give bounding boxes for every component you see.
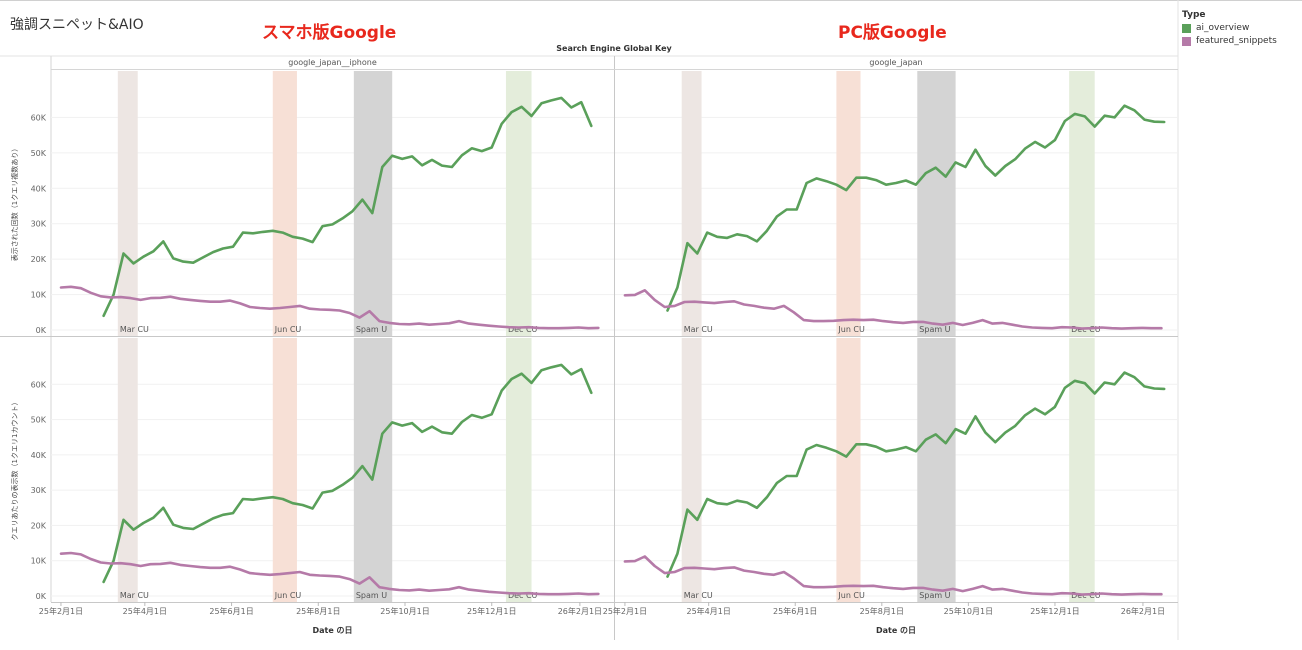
- update-band: [1069, 338, 1095, 602]
- band-label: Spam U: [356, 325, 387, 334]
- band-label: Jun CU: [274, 325, 302, 334]
- band-label: Dec CU: [508, 591, 538, 600]
- x-tick-label: 25年10月1日: [944, 606, 993, 616]
- series-line-featured-snippets: [623, 288, 1163, 330]
- band-label: Spam U: [919, 325, 950, 334]
- y-tick-label: 20K: [31, 521, 47, 530]
- column-label: google_japan: [869, 58, 922, 67]
- x-tick-label: 26年2月1日: [1121, 606, 1165, 616]
- update-band: [917, 71, 956, 336]
- legend-swatch-featured-snippets: [1182, 36, 1191, 46]
- y-tick-label: 50K: [31, 149, 47, 158]
- band-label: Jun CU: [837, 325, 865, 334]
- y-tick-label: 60K: [31, 113, 47, 122]
- series-line-featured-snippets: [59, 551, 600, 596]
- band-label: Spam U: [919, 591, 950, 600]
- series-line-ai-overview: [102, 96, 593, 318]
- y-tick-label: 0K: [36, 592, 47, 601]
- x-tick-label: 25年6月1日: [773, 606, 817, 616]
- column-label: google_japan__iphone: [288, 58, 377, 67]
- legend-item-featured-snippets[interactable]: featured_snippets: [1182, 36, 1277, 46]
- x-tick-label: 25年6月1日: [209, 606, 253, 616]
- x-tick-label: 25年12月1日: [467, 606, 516, 616]
- update-band: [836, 71, 861, 336]
- y-tick-label: 10K: [31, 291, 47, 300]
- x-tick-label: 25年8月1日: [860, 606, 904, 616]
- pc-annotation: PC版Google: [838, 23, 947, 43]
- band-label: Jun CU: [837, 591, 865, 600]
- y-tick-label: 0K: [36, 326, 47, 335]
- band-label: Spam U: [356, 591, 387, 600]
- y-tick-label: 40K: [31, 184, 47, 193]
- update-band: [1069, 71, 1095, 336]
- update-band: [272, 71, 297, 336]
- legend-label: ai_overview: [1196, 23, 1250, 33]
- legend-item-ai-overview[interactable]: ai_overview: [1182, 23, 1277, 33]
- band-label: Jun CU: [274, 591, 302, 600]
- row-axis-title: 表示された回数（1クエリ複数あり）: [10, 145, 19, 261]
- mobile-annotation: スマホ版Google: [262, 23, 397, 43]
- top-border: [0, 0, 1302, 1]
- update-band: [917, 338, 956, 602]
- series-line-featured-snippets: [59, 285, 600, 330]
- band-label: Dec CU: [508, 325, 538, 334]
- update-band: [681, 338, 702, 602]
- x-tick-label: 26年2月1日: [558, 606, 602, 616]
- series-line-ai-overview: [666, 104, 1166, 312]
- y-tick-label: 40K: [31, 451, 47, 460]
- x-axis-title: Date の日: [312, 626, 352, 635]
- series-line-ai-overview: [666, 371, 1166, 578]
- update-band: [117, 71, 138, 336]
- legend: Type ai_overview featured_snippets: [1182, 10, 1277, 49]
- legend-label: featured_snippets: [1196, 36, 1277, 46]
- page-title: 強調スニペット&AIO: [10, 17, 144, 33]
- y-tick-label: 30K: [31, 220, 47, 229]
- y-tick-label: 30K: [31, 486, 47, 495]
- band-label: Mar CU: [684, 325, 713, 334]
- legend-title: Type: [1182, 10, 1206, 20]
- x-tick-label: 25年12月1日: [1030, 606, 1079, 616]
- series-line-ai-overview: [102, 363, 593, 584]
- y-tick-label: 60K: [31, 380, 47, 389]
- y-tick-label: 50K: [31, 416, 47, 425]
- column-header-title: Search Engine Global Key: [556, 44, 672, 53]
- legend-swatch-ai-overview: [1182, 23, 1191, 33]
- x-tick-label: 25年2月1日: [603, 606, 647, 616]
- x-tick-label: 25年8月1日: [296, 606, 340, 616]
- x-axis-title: Date の日: [876, 626, 916, 635]
- series-line-featured-snippets: [623, 555, 1163, 596]
- x-tick-label: 25年4月1日: [686, 606, 730, 616]
- y-tick-label: 20K: [31, 255, 47, 264]
- band-label: Mar CU: [684, 591, 713, 600]
- row-axis-title: クエリあたりの表示数（1クエリ1カウント）: [10, 399, 19, 541]
- update-band: [681, 71, 702, 336]
- x-tick-label: 25年4月1日: [123, 606, 167, 616]
- x-tick-label: 25年10月1日: [380, 606, 429, 616]
- update-band: [272, 338, 297, 602]
- update-band: [836, 338, 861, 602]
- y-tick-label: 10K: [31, 557, 47, 566]
- x-tick-label: 25年2月1日: [39, 606, 83, 616]
- band-label: Mar CU: [120, 325, 149, 334]
- band-label: Mar CU: [120, 591, 149, 600]
- update-band: [117, 338, 138, 602]
